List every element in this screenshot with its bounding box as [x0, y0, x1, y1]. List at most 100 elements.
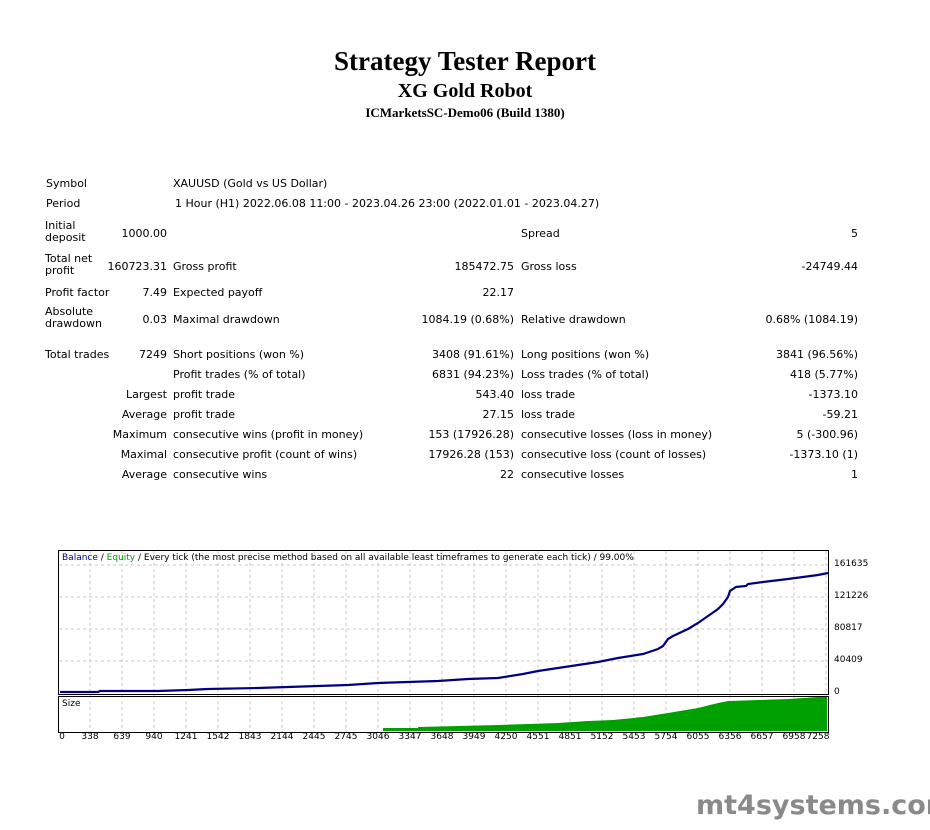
x-tick: 6958 [782, 732, 806, 742]
short-positions-value: 3408 (91.61%) [431, 348, 514, 361]
absolute-drawdown-value: 0.03 [142, 313, 168, 326]
max-consec-wins-value: 153 (17926.28) [428, 428, 514, 441]
relative-drawdown-label: Relative drawdown [521, 313, 626, 326]
row-average-consecutive: Average consecutive wins 22 consecutive … [40, 465, 870, 485]
row-drawdown: Absolute drawdown 0.03 Maximal drawdown … [40, 306, 870, 330]
total-trades-label: Total trades [45, 348, 110, 361]
total-net-profit-value: 160723.31 [107, 260, 168, 273]
profit-factor-label: Profit factor [45, 286, 110, 299]
largest-loss-label: loss trade [521, 388, 576, 401]
row-deposit: Initial deposit 1000.00 Spread 5 [40, 220, 870, 244]
x-tick: 3347 [398, 732, 422, 742]
profit-trades-label: Profit trades (% of total) [173, 368, 306, 381]
x-tick: 7258 [806, 732, 830, 742]
long-positions-value: 3841 (96.56%) [775, 348, 858, 361]
y-tick-2: 80817 [834, 623, 863, 633]
x-tick: 639 [113, 732, 131, 742]
x-tick: 2745 [334, 732, 358, 742]
average-profit-label: profit trade [173, 408, 236, 421]
x-tick: 940 [145, 732, 163, 742]
expert-name: XG Gold Robot [397, 80, 533, 102]
total-trades-value: 7249 [139, 348, 167, 361]
x-tick: 5152 [590, 732, 614, 742]
x-tick: 6356 [718, 732, 742, 742]
maximum-prefix: Maximum [112, 428, 167, 441]
maximal-consec-loss-label: consecutive loss (count of losses) [521, 448, 707, 461]
legend-balance: Balance [62, 553, 98, 563]
spread-label: Spread [521, 227, 560, 240]
largest-prefix: Largest [126, 388, 167, 401]
report-title: Strategy Tester Report [334, 46, 596, 76]
max-consec-losses-value: 5 (-300.96) [796, 428, 858, 441]
max-consec-wins-label: consecutive wins (profit in money) [173, 428, 364, 441]
gross-loss-label: Gross loss [521, 260, 577, 273]
maximal-prefix: Maximal [120, 448, 167, 461]
period-value: 1 Hour (H1) 2022.06.08 11:00 - 2023.04.2… [175, 197, 600, 210]
x-tick: 3949 [462, 732, 486, 742]
row-net-profit: Total net profit 160723.31 Gross profit … [40, 253, 870, 277]
row-total-trades: Total trades 7249 Short positions (won %… [40, 345, 870, 365]
maximal-drawdown-value: 1084.19 (0.68%) [421, 313, 514, 326]
row-profit-trades: Profit trades (% of total) 6831 (94.23%)… [40, 365, 870, 385]
x-tick: 6055 [686, 732, 710, 742]
period-label: Period [46, 197, 81, 210]
size-panel-label: Size [62, 699, 81, 709]
average-prefix: Average [121, 408, 167, 421]
x-tick: 2445 [302, 732, 326, 742]
largest-profit-label: profit trade [173, 388, 236, 401]
row-symbol: Symbol XAUUSD (Gold vs US Dollar) [40, 174, 870, 194]
x-tick: 0 [59, 732, 65, 742]
x-tick: 5754 [654, 732, 678, 742]
short-positions-label: Short positions (won %) [173, 348, 305, 361]
gross-profit-label: Gross profit [173, 260, 237, 273]
y-tick-1: 121226 [834, 591, 869, 601]
avg-consec-losses-label: consecutive losses [521, 468, 625, 481]
expected-payoff-label: Expected payoff [173, 286, 263, 299]
server-build: ICMarketsSC-Demo06 (Build 1380) [365, 105, 565, 120]
loss-trades-value: 418 (5.77%) [789, 368, 858, 381]
average-consec-prefix: Average [121, 468, 167, 481]
x-tick: 3046 [366, 732, 390, 742]
row-maximum: Maximum consecutive wins (profit in mone… [40, 425, 870, 445]
spread-value: 5 [851, 227, 858, 240]
maximal-consec-loss-value: -1373.10 (1) [789, 448, 858, 461]
max-consec-losses-label: consecutive losses (loss in money) [521, 428, 713, 441]
legend-equity: Equity [106, 553, 136, 563]
x-tick: 3648 [430, 732, 454, 742]
average-loss-value: -59.21 [822, 408, 858, 421]
legend-suffix: / Every tick (the most precise method ba… [135, 553, 634, 563]
row-profit-factor: Profit factor 7.49 Expected payoff 22.17 [40, 283, 870, 303]
initial-deposit-value: 1000.00 [121, 227, 168, 240]
avg-consec-wins-label: consecutive wins [173, 468, 268, 481]
x-tick: 2144 [270, 732, 294, 742]
profit-factor-value: 7.49 [142, 286, 168, 299]
expected-payoff-value: 22.17 [482, 286, 515, 299]
avg-consec-losses-value: 1 [851, 468, 858, 481]
x-tick: 4551 [526, 732, 550, 742]
gross-profit-value: 185472.75 [454, 260, 515, 273]
x-tick: 1542 [206, 732, 230, 742]
average-loss-label: loss trade [521, 408, 576, 421]
x-tick: 1241 [174, 732, 198, 742]
chart-legend: Balance / Equity / Every tick (the most … [62, 553, 634, 563]
long-positions-label: Long positions (won %) [521, 348, 650, 361]
x-tick: 6657 [750, 732, 774, 742]
average-profit-value: 27.15 [482, 408, 515, 421]
y-tick-3: 40409 [834, 655, 863, 665]
initial-deposit-label: Initial deposit [45, 219, 86, 244]
symbol-value: XAUUSD (Gold vs US Dollar) [173, 177, 328, 190]
relative-drawdown-value: 0.68% (1084.19) [765, 313, 858, 326]
watermark-logo: mt4systems.com [696, 790, 930, 821]
x-tick: 4851 [558, 732, 582, 742]
row-period: Period 1 Hour (H1) 2022.06.08 11:00 - 20… [40, 194, 870, 214]
maximal-consec-profit-value: 17926.28 (153) [428, 448, 514, 461]
x-tick: 338 [81, 732, 99, 742]
gross-loss-value: -24749.44 [801, 260, 858, 273]
row-largest: Largest profit trade 543.40 loss trade -… [40, 385, 870, 405]
row-maximal: Maximal consecutive profit (count of win… [40, 445, 870, 465]
loss-trades-label: Loss trades (% of total) [521, 368, 649, 381]
x-tick: 5453 [622, 732, 646, 742]
maximal-drawdown-label: Maximal drawdown [173, 313, 280, 326]
maximal-consec-profit-label: consecutive profit (count of wins) [173, 448, 358, 461]
absolute-drawdown-label: Absolute drawdown [45, 305, 102, 330]
